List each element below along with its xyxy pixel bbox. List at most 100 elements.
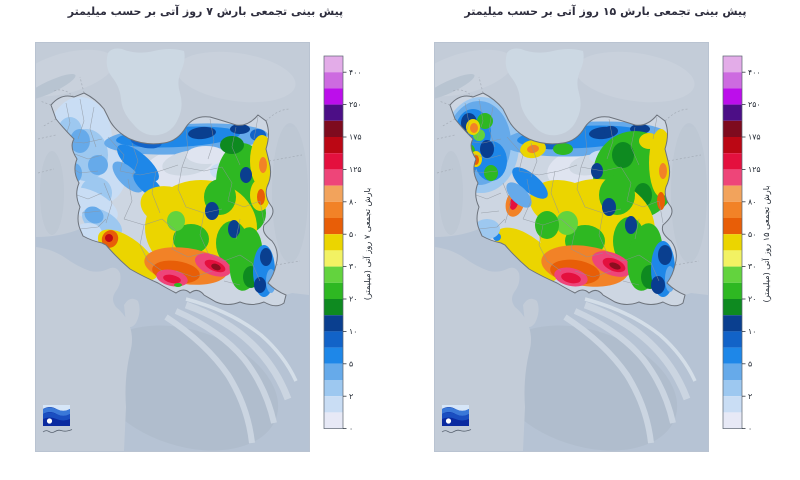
map-title-15day: پیش بینی تجمعی بارش ۱۵ روز آتی بر حسب می… [464,5,747,18]
precip-region [495,227,559,283]
precip-region [512,167,548,199]
precip-map-15day [434,42,709,452]
legend-color-block [723,250,742,267]
precip-region [117,144,159,182]
legend-color-block [324,169,343,186]
legend-tick-label: ۸۰ [748,197,756,206]
precip-region [260,248,272,266]
precip-region [174,283,182,287]
precip-map-7day [35,42,310,452]
precip-region [254,277,266,293]
legend-color-block [723,234,742,251]
legend-color-block [723,88,742,105]
legend-tick-label: ۰ [349,424,353,433]
legend-color-block [324,299,343,316]
legend-tick-label: ۳۰ [349,262,357,271]
precip-region [506,182,532,208]
precip-region [609,262,621,270]
legend-tick-label: ۰ [748,424,752,433]
legend-tick-label: ۲۰ [748,295,756,304]
precip-region [561,272,581,284]
legend-color-block [723,104,742,121]
precip-region [167,211,185,231]
precip-region [639,133,659,149]
legend-color-block [324,137,343,154]
precip-region [188,126,216,140]
precip-region [88,155,108,175]
legend-frame [323,55,344,429]
legend-color-block [324,363,343,380]
precip-region [535,211,559,239]
precip-region [220,136,244,154]
legend-color-block [723,218,742,235]
legend-axis-label: بارش تجمعی ۱۵ روز آتی (میلیمتر) [761,186,771,303]
legend-color-block [324,331,343,348]
legend-tick-label: ۳۰ [748,262,756,271]
precip-region [140,186,200,228]
legend-color-block [723,56,742,73]
legend-color-block [324,201,343,218]
legend-color-block [324,412,343,429]
precip-region [480,140,494,158]
legend-color-block [324,104,343,121]
legend-color-block [723,412,742,429]
legend-axis-label: بارش تجمعی ۷ روز آتی (میلیمتر) [362,188,372,301]
precip-region [484,165,498,181]
precip-region [591,163,603,179]
legend-tick-label: ۵ [748,359,752,368]
legend-tick-label: ۱۷۵ [349,133,362,142]
precip-region [657,192,665,210]
precip-region [173,224,209,254]
legend-color-block [324,72,343,89]
precip-region [659,163,667,179]
precip-region [257,189,265,205]
legend-color-block [723,347,742,364]
legend-color-block [723,331,742,348]
legend-tick-label: ۵۰ [748,230,756,239]
precip-region [259,157,267,173]
legend-tick-label: ۱۰ [748,327,756,336]
legend-tick-label: ۲۰ [349,295,357,304]
legend-color-block [723,363,742,380]
legend-color-block [723,137,742,154]
legend-tick-label: ۲ [748,392,752,401]
legend-color-block [723,282,742,299]
legend-color-block [723,153,742,170]
legend-color-block [723,120,742,137]
precip-region [470,123,478,133]
precip-region [186,146,226,164]
legend-color-block [324,153,343,170]
legend-tick-label: ۱۲۵ [748,165,761,174]
legend-tick-label: ۸۰ [349,197,357,206]
legend-color-block [723,396,742,413]
precip-region [658,245,672,265]
legend-tick-label: ۵ [349,359,353,368]
legend-tick-label: ۱۰ [349,327,357,336]
legend-color-block [723,315,742,332]
legend-tick-label: ۵۰ [349,230,357,239]
legend-color-block [324,282,343,299]
legend-color-block [324,88,343,105]
legend-color-block [723,72,742,89]
precip-region [105,234,113,242]
precip-region [602,198,616,216]
legend-color-block [324,266,343,283]
legend-color-block [723,299,742,316]
legend-tick-label: ۲ [349,392,353,401]
legend-tick-label: ۲۵۰ [349,100,362,109]
precip-region [651,276,665,294]
legend-color-block [324,380,343,397]
precip-region [553,143,573,155]
legend-color-block [324,315,343,332]
legend-color-block [324,185,343,202]
legend-color-block [324,120,343,137]
precip-region [625,216,637,234]
legend-color-block [324,218,343,235]
legend-tick-label: ۱۲۵ [349,165,362,174]
legend-color-block [723,185,742,202]
legend-color-block [723,169,742,186]
precip-region [84,206,104,224]
legend-color-block [723,201,742,218]
